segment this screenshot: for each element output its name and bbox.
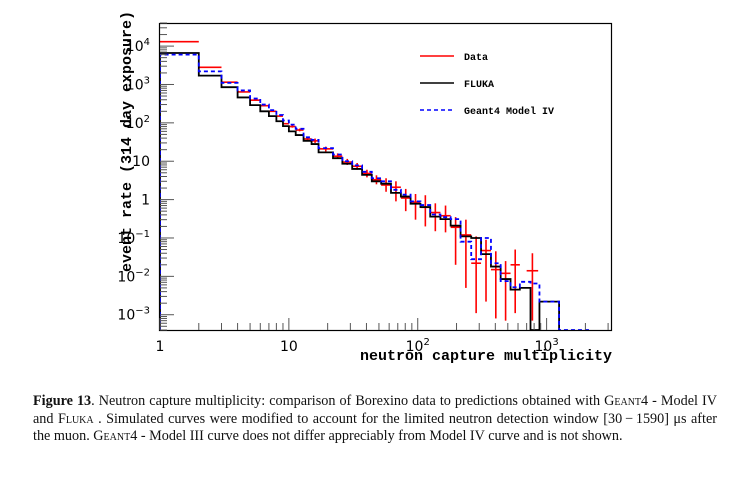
x-tick-label: 10 [280, 339, 298, 355]
caption-text-2: - Model IV and [33, 393, 717, 427]
caption-geant4-b: Geant4 [93, 428, 138, 444]
figure-caption: Figure 13. Neutron capture multiplicity:… [33, 393, 717, 446]
fluka-line [159, 52, 560, 331]
legend: Data FLUKA Geant4 Model IV [420, 53, 554, 118]
y-tick-label: 104 [126, 37, 150, 55]
caption-text-1: . Neutron capture multiplicity: comparis… [91, 393, 605, 409]
legend-label-data: Data [464, 53, 488, 64]
y-tick-label: 10 [132, 154, 150, 170]
y-tick-label: 1 [141, 193, 150, 209]
legend-label-fluka: FLUKA [464, 80, 494, 91]
y-tick-label: 10−2 [117, 267, 150, 285]
y-tick-label: 10−3 [117, 306, 150, 324]
caption-text-4: - Model III curve does not differ apprec… [137, 428, 623, 444]
x-tick-label: 102 [406, 337, 430, 355]
figure-label: Figure 13 [33, 393, 92, 409]
x-tick-label: 103 [535, 337, 559, 355]
x-axis: 1 10 102 103 [156, 318, 609, 355]
y-tick-label: 10−1 [117, 229, 150, 247]
y-axis-title: event rate (314 day exposure) [119, 11, 136, 272]
y-tick-label: 103 [126, 75, 150, 93]
plot-frame [158, 22, 613, 332]
caption-geant4: Geant4 [604, 393, 649, 409]
geant4-model-iv-line [159, 53, 591, 331]
y-tick-label: 102 [126, 114, 150, 132]
caption-fluka: Fluka [57, 410, 94, 427]
caption-text-3: . Simulated curves were modified to acco… [33, 410, 717, 445]
series-layer [159, 40, 591, 331]
x-tick-label: 1 [156, 339, 165, 355]
legend-label-geant4-model-iv: Geant4 Model IV [464, 106, 554, 118]
x-axis-title: neutron capture multiplicity [360, 348, 612, 365]
